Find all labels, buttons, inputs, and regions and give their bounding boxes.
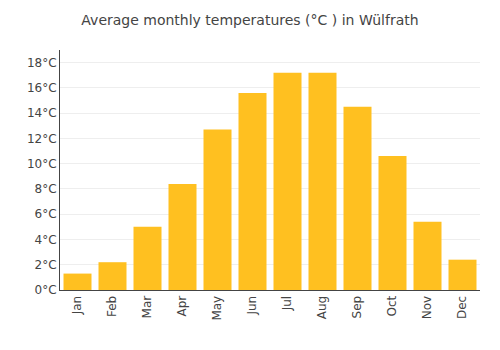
svg-text:Apr: Apr (175, 296, 189, 317)
svg-text:6°C: 6°C (35, 207, 57, 221)
svg-text:Average monthly temperatures (: Average monthly temperatures (°C ) in Wü… (81, 12, 418, 28)
svg-text:Nov: Nov (420, 296, 434, 319)
svg-text:Mar: Mar (140, 296, 154, 319)
svg-text:4°C: 4°C (35, 233, 57, 247)
svg-text:Dec: Dec (455, 296, 469, 319)
svg-text:Jul: Jul (280, 296, 294, 311)
svg-text:16°C: 16°C (27, 81, 57, 95)
svg-text:18°C: 18°C (27, 56, 57, 70)
svg-text:Oct: Oct (385, 296, 399, 317)
svg-text:10°C: 10°C (27, 157, 57, 171)
svg-text:12°C: 12°C (27, 132, 57, 146)
svg-text:Jun: Jun (245, 296, 259, 316)
svg-text:May: May (210, 296, 224, 321)
svg-text:Feb: Feb (105, 296, 119, 317)
svg-text:2°C: 2°C (35, 258, 57, 272)
svg-text:Aug: Aug (315, 296, 329, 319)
svg-text:Jan: Jan (70, 296, 84, 316)
svg-text:14°C: 14°C (27, 106, 57, 120)
svg-text:8°C: 8°C (35, 182, 57, 196)
svg-text:0°C: 0°C (35, 283, 57, 297)
svg-text:Sep: Sep (350, 296, 364, 319)
